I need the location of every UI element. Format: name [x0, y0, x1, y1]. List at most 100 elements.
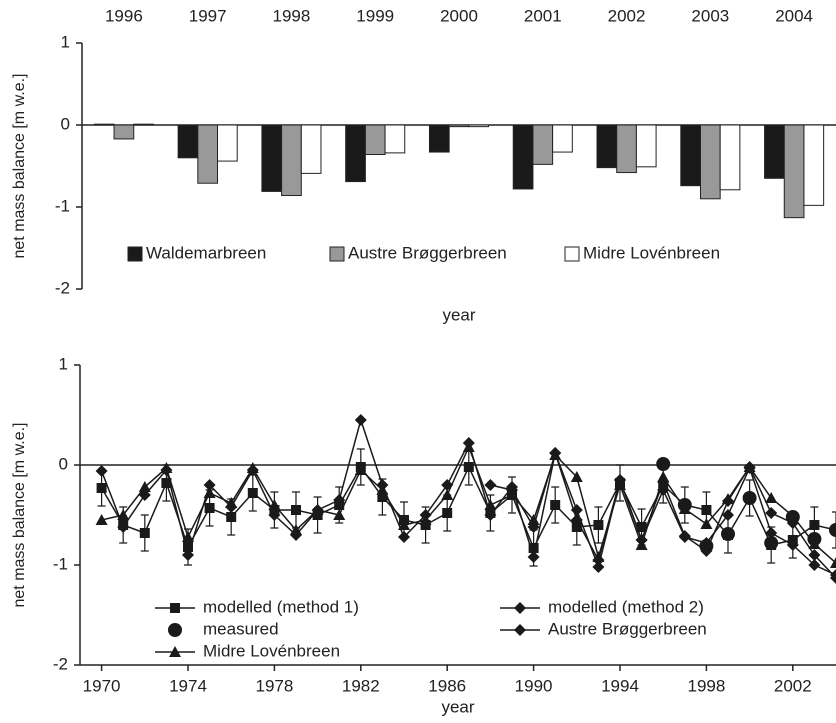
- y-tick-label: 0: [61, 114, 70, 133]
- marker-triangle: [419, 514, 432, 525]
- marker-diamond: [830, 572, 836, 584]
- bar: [384, 124, 406, 154]
- marker-triangle: [700, 518, 713, 529]
- x-tick-label: 2001: [524, 6, 562, 25]
- marker-triangle: [354, 464, 367, 475]
- marker-circle: [829, 523, 836, 537]
- x-tick-label: 1990: [515, 676, 553, 695]
- x-axis-label: year: [441, 697, 474, 716]
- marker-triangle: [268, 499, 281, 510]
- marker-triangle: [527, 514, 540, 525]
- x-tick-label: 2002: [608, 6, 646, 25]
- bar: [133, 123, 154, 126]
- marker-diamond: [722, 509, 734, 521]
- x-tick-label: 1974: [169, 676, 207, 695]
- marker-triangle: [182, 531, 194, 542]
- y-tick-label: -1: [55, 196, 70, 215]
- marker-triangle: [830, 557, 836, 568]
- bar: [552, 124, 573, 153]
- marker-triangle: [506, 489, 518, 500]
- marker-triangle: [398, 519, 410, 530]
- marker-diamond: [527, 551, 540, 563]
- marker-triangle: [246, 462, 259, 473]
- x-tick-label: 1996: [105, 6, 143, 25]
- marker-diamond: [700, 545, 713, 557]
- legend-label: Austre Brøggerbreen: [548, 619, 707, 638]
- x-tick-label: 2003: [691, 6, 729, 25]
- x-tick-label: 1994: [601, 676, 639, 695]
- x-tick-label: 1999: [356, 6, 394, 25]
- marker-square: [96, 483, 107, 493]
- marker-triangle: [160, 462, 173, 473]
- marker-diamond: [808, 549, 821, 561]
- marker-square: [139, 528, 150, 538]
- bar: [113, 124, 135, 140]
- marker-triangle: [765, 492, 778, 503]
- marker-diamond: [765, 507, 778, 519]
- marker-square: [226, 512, 237, 522]
- x-tick-label: 1970: [83, 676, 121, 695]
- bar: [680, 124, 701, 187]
- marker-triangle: [484, 499, 497, 510]
- x-tick-label: 1982: [342, 676, 380, 695]
- bar: [699, 124, 721, 200]
- y-tick-label: -2: [53, 654, 68, 673]
- marker-square: [291, 505, 301, 515]
- bar: [300, 124, 322, 174]
- marker-triangle: [549, 449, 562, 460]
- bar: [635, 124, 657, 168]
- marker-square: [183, 542, 193, 552]
- marker-triangle: [743, 461, 756, 472]
- marker-diamond: [514, 624, 526, 636]
- legend-label: Midre Lovénbreen: [583, 243, 720, 262]
- y-tick-label: -1: [53, 554, 68, 573]
- marker-diamond: [592, 561, 605, 573]
- bar: [93, 123, 115, 126]
- bar: [783, 124, 805, 219]
- marker-diamond: [95, 465, 108, 477]
- bar: [428, 124, 450, 153]
- bar: [532, 124, 554, 165]
- legend-label: measured: [203, 619, 279, 638]
- marker-square: [593, 520, 604, 530]
- marker-diamond: [203, 479, 216, 491]
- marker-triangle: [592, 551, 605, 562]
- marker-square: [636, 522, 647, 532]
- marker-circle: [721, 527, 735, 541]
- bar: [261, 124, 283, 192]
- marker-diamond: [514, 602, 526, 614]
- marker-triangle: [657, 471, 670, 482]
- marker-diamond: [786, 539, 799, 551]
- legend-label: Waldemarbreen: [146, 243, 266, 262]
- legend-label: Midre Lovénbreen: [203, 641, 340, 660]
- marker-triangle: [225, 497, 238, 508]
- x-axis-label: year: [442, 305, 475, 324]
- bar: [281, 124, 302, 197]
- y-axis-label: net mass balance [m w.e.]: [11, 423, 28, 608]
- marker-triangle: [290, 524, 302, 535]
- marker-triangle: [376, 484, 389, 495]
- marker-square: [550, 500, 561, 510]
- marker-square: [161, 478, 172, 488]
- x-tick-label: 1978: [255, 676, 293, 695]
- marker-triangle: [117, 509, 130, 520]
- bar: [512, 124, 534, 190]
- marker-square: [247, 488, 258, 498]
- marker-square: [571, 522, 582, 532]
- y-axis-label: net mass balance [m w.e.]: [11, 74, 28, 259]
- legend-label: modelled (method 2): [548, 597, 704, 616]
- x-tick-label: 1997: [189, 6, 227, 25]
- marker-triangle: [570, 471, 583, 482]
- bar: [197, 124, 219, 184]
- marker-square: [170, 603, 180, 613]
- error-bar: [832, 511, 836, 549]
- marker-triangle: [635, 539, 648, 550]
- marker-square: [377, 492, 388, 502]
- marker-diamond: [484, 479, 497, 491]
- marker-diamond: [333, 494, 346, 506]
- marker-triangle: [462, 441, 475, 452]
- bar: [345, 124, 366, 183]
- marker-square: [442, 508, 453, 518]
- marker-circle: [764, 536, 779, 550]
